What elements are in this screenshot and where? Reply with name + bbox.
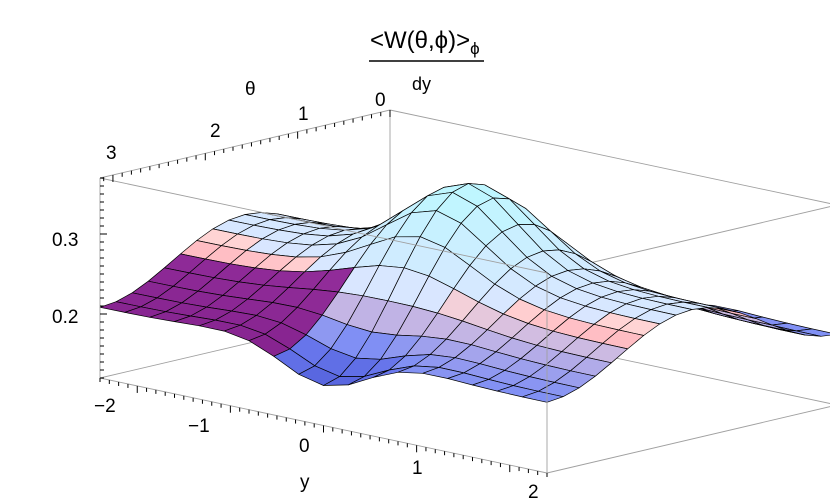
z-tick-labels: 0.3 0.2 xyxy=(52,230,78,328)
y-tick-label: 0 xyxy=(375,90,386,111)
z-tick-label: 0.2 xyxy=(52,307,78,328)
x-tick-label: 0 xyxy=(299,436,310,457)
y-axis-label: θ xyxy=(245,79,256,100)
y-tick-label: 1 xyxy=(298,104,309,125)
axis-ticks xyxy=(99,110,548,477)
y-tick-label: 2 xyxy=(210,121,221,142)
box-edge xyxy=(546,206,830,274)
box-edge xyxy=(389,109,830,204)
x-tick-label: −2 xyxy=(94,396,116,417)
box-edge xyxy=(546,406,830,474)
x-axis-label: y xyxy=(300,472,310,493)
box-edge xyxy=(99,109,391,179)
chart-title-subscript: ϕ xyxy=(470,39,480,58)
y-tick-labels: 0 1 2 3 xyxy=(106,90,386,164)
z-tick-label: 0.3 xyxy=(52,230,78,251)
chart-title-denominator: dy xyxy=(412,74,431,94)
surface-mesh xyxy=(99,183,830,403)
box-edge xyxy=(99,177,548,274)
x-tick-label: −1 xyxy=(188,416,210,437)
x-tick-label: 2 xyxy=(528,482,539,503)
chart-title-numerator: <W(θ,ϕ)>ϕ xyxy=(370,27,480,58)
x-tick-labels: −2 −1 0 1 2 xyxy=(94,396,539,503)
x-tick-label: 1 xyxy=(412,458,423,479)
y-tick-label: 3 xyxy=(106,143,117,164)
